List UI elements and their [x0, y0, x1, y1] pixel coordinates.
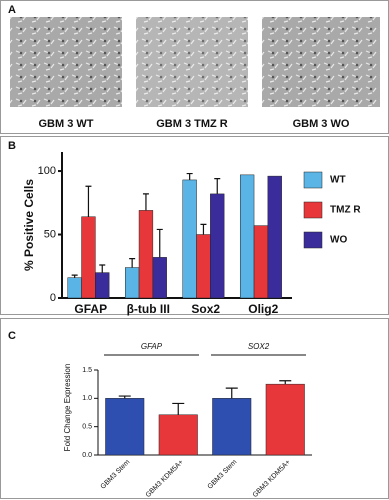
error-bar: [214, 178, 221, 194]
legend-swatch: [303, 231, 323, 249]
error-bar: [118, 395, 131, 399]
bar: [158, 414, 198, 456]
group-label: GFAP: [141, 342, 163, 351]
legend-label: TMZ R: [330, 205, 361, 216]
bar: [196, 234, 211, 299]
error-bar: [200, 223, 207, 235]
bar: [67, 277, 82, 299]
bar: [182, 179, 197, 299]
panel-label: A: [8, 4, 16, 16]
micrograph: [10, 17, 122, 107]
bar: [95, 272, 110, 299]
y-tick-label: 0.5: [82, 424, 92, 431]
image-caption: GBM 3 WO: [293, 118, 350, 130]
x-tick-label: GFAP: [74, 302, 107, 316]
error-bar: [99, 264, 106, 273]
bar: [267, 175, 282, 299]
bar: [105, 398, 145, 456]
x-tick-label: Olig2: [248, 302, 278, 316]
x-tick-label: β-tub III: [127, 302, 170, 316]
x-tick-label: Sox2: [191, 302, 220, 316]
bar: [265, 383, 305, 456]
bar: [212, 398, 252, 456]
y-tick-label: 1.5: [82, 367, 92, 374]
error-bar: [156, 228, 163, 258]
y-tick-label: 0.0: [82, 452, 92, 459]
x-tick-label: GBM3 KDM5A+: [252, 459, 292, 499]
bar: [240, 174, 255, 299]
legend-swatch: [303, 201, 323, 219]
panel-frame: [0, 318, 389, 499]
error-bar: [186, 172, 193, 180]
y-tick-label: 50: [44, 228, 56, 240]
image-caption: GBM 3 WT: [39, 118, 94, 130]
error-bar: [142, 193, 149, 211]
micrograph: [262, 17, 380, 107]
error-bar: [71, 274, 78, 278]
x-tick-label: GBM3 Stem: [100, 459, 132, 491]
y-axis-label: Fold Change Expression: [63, 364, 72, 452]
bar: [152, 257, 167, 299]
error-bar: [129, 258, 136, 268]
legend-label: WT: [330, 175, 346, 186]
legend-swatch: [303, 171, 323, 189]
bar: [210, 193, 225, 299]
group-label: SOX2: [248, 342, 270, 351]
error-bar: [172, 402, 185, 415]
panel-label: B: [8, 140, 16, 152]
bar: [253, 225, 269, 299]
y-tick-label: 1.0: [82, 395, 92, 402]
bar: [125, 267, 140, 299]
x-tick-label: GBM3 KDM5A+: [145, 459, 185, 499]
y-axis-label: % Positive Cells: [22, 179, 36, 271]
bar: [138, 210, 154, 299]
bar: [81, 216, 96, 299]
micrograph: [136, 17, 248, 107]
error-bar: [279, 380, 292, 385]
error-bar: [85, 185, 92, 217]
panel-label: C: [8, 330, 16, 342]
y-tick-label: 0: [50, 292, 56, 304]
x-tick-label: GBM3 Stem: [207, 459, 239, 491]
legend-label: WO: [330, 235, 347, 246]
image-caption: GBM 3 TMZ R: [156, 118, 228, 130]
error-bar: [225, 387, 238, 399]
y-tick-label: 100: [38, 165, 56, 177]
